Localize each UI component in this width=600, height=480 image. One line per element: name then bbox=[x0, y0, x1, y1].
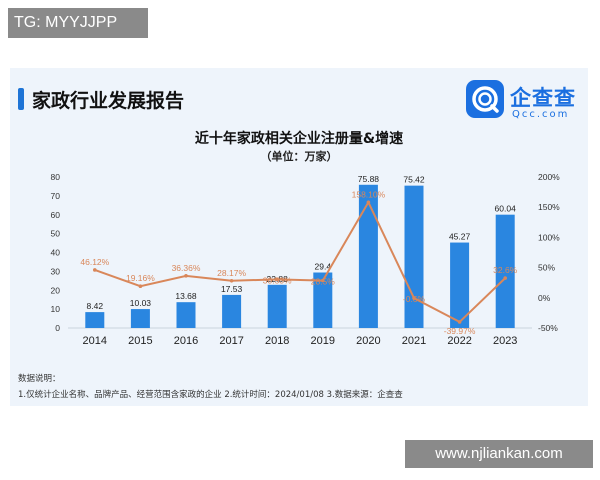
bar-value-label: 29.4 bbox=[315, 262, 332, 272]
left-axis-tick: 10 bbox=[51, 304, 61, 314]
growth-rate-point bbox=[366, 200, 371, 205]
bar bbox=[130, 309, 150, 328]
growth-rate-line bbox=[94, 200, 506, 324]
x-category-label: 2018 bbox=[265, 335, 289, 347]
title-accent-bar bbox=[18, 88, 24, 110]
growth-rate-point bbox=[138, 284, 143, 289]
bar bbox=[313, 272, 333, 328]
report-title: 家政行业发展报告 bbox=[32, 90, 185, 112]
growth-rate-label: 28.5% bbox=[311, 277, 336, 287]
right-axis-tick: 0% bbox=[538, 293, 551, 303]
watermark-top: TG: MYYJJPP bbox=[8, 8, 148, 38]
growth-rate-point bbox=[412, 296, 416, 300]
growth-rate-point bbox=[229, 278, 234, 283]
bar-value-label: 8.42 bbox=[87, 301, 104, 311]
growth-rate-label: -0.6% bbox=[403, 294, 426, 304]
growth-rate-point bbox=[93, 268, 97, 272]
bar-value-label: 10.03 bbox=[130, 298, 152, 308]
growth-rate-point bbox=[321, 278, 325, 283]
growth-rate-label: 30.53% bbox=[263, 275, 292, 285]
qcc-logo-icon bbox=[466, 80, 504, 118]
left-axis-tick: 40 bbox=[51, 248, 61, 258]
chart-title: 近十年家政相关企业注册量&增速 bbox=[194, 131, 404, 147]
bar bbox=[222, 294, 242, 328]
left-axis-tick: 30 bbox=[51, 266, 61, 276]
logo-domain: Qcc.com bbox=[512, 109, 570, 120]
left-axis-tick: 60 bbox=[51, 210, 61, 220]
notes-text: 1.仅统计企业名称、品牌产品、经营范围含家政的企业 2.统计时间：2024/01… bbox=[18, 390, 403, 400]
notes-title: 数据说明： bbox=[18, 374, 61, 384]
report-card: 家政行业发展报告 企查查 Qcc.com 近十年家政相关企业注册量&增速 （单位… bbox=[10, 68, 588, 406]
bar bbox=[404, 185, 424, 328]
chart-svg: 0 10 20 30 40 50 60 70 80 -50% 0% 50% 100% 150% 200% 8.… bbox=[51, 172, 561, 347]
growth-rate-label: 36.36% bbox=[172, 263, 201, 273]
x-category-label: 2021 bbox=[402, 335, 426, 347]
x-category-label: 2017 bbox=[219, 335, 243, 347]
right-axis-tick: 200% bbox=[538, 172, 560, 182]
right-axis-tick: 150% bbox=[538, 202, 560, 212]
x-category-label: 2023 bbox=[493, 335, 517, 347]
x-category-label: 2022 bbox=[447, 335, 471, 347]
growth-rate-point bbox=[503, 276, 508, 280]
growth-rate-label: 28.17% bbox=[217, 268, 246, 278]
bar-value-label: 17.53 bbox=[221, 284, 243, 294]
bar bbox=[450, 242, 470, 328]
bar bbox=[267, 284, 287, 328]
left-axis-tick: 80 bbox=[51, 172, 61, 182]
watermark-bottom: www.njliankan.com bbox=[405, 440, 593, 468]
right-axis-tick: 100% bbox=[538, 232, 560, 242]
bar bbox=[85, 312, 105, 328]
growth-rate-label: 46.12% bbox=[80, 257, 109, 267]
growth-rate-point bbox=[457, 320, 462, 324]
growth-rate-point bbox=[184, 274, 188, 278]
bar bbox=[495, 214, 515, 328]
x-category-label: 2019 bbox=[311, 335, 335, 347]
left-axis-tick: 0 bbox=[55, 323, 60, 333]
growth-rate-label: 158.10% bbox=[352, 189, 386, 199]
right-axis-tick: -50% bbox=[538, 323, 558, 333]
bar bbox=[358, 184, 378, 328]
growth-rate-point bbox=[275, 277, 280, 282]
left-axis-tick: 50 bbox=[51, 229, 61, 239]
qcc-logo: 企查查 Qcc.com bbox=[466, 80, 582, 124]
bar-value-label: 45.27 bbox=[449, 232, 471, 242]
left-axis-tick: 20 bbox=[51, 285, 61, 295]
bar-value-label: 60.04 bbox=[495, 204, 517, 214]
left-axis-tick: 70 bbox=[51, 191, 61, 201]
bar bbox=[176, 302, 196, 328]
logo-name: 企查查 bbox=[510, 86, 576, 110]
bar-value-label: 75.88 bbox=[358, 174, 380, 184]
x-category-label: 2016 bbox=[174, 335, 198, 347]
growth-rate-label: 32.6% bbox=[493, 265, 518, 275]
growth-rate-label: -39.97% bbox=[444, 326, 476, 336]
bar-value-label: 13.68 bbox=[175, 291, 197, 301]
right-axis-tick: 50% bbox=[538, 263, 555, 273]
x-category-label: 2015 bbox=[128, 335, 152, 347]
x-category-label: 2014 bbox=[83, 335, 107, 347]
growth-rate-label: 19.16% bbox=[126, 273, 155, 283]
bar-value-label: 75.42 bbox=[403, 175, 425, 185]
x-category-label: 2020 bbox=[356, 335, 380, 347]
chart-subtitle: （单位：万家） bbox=[260, 150, 338, 163]
